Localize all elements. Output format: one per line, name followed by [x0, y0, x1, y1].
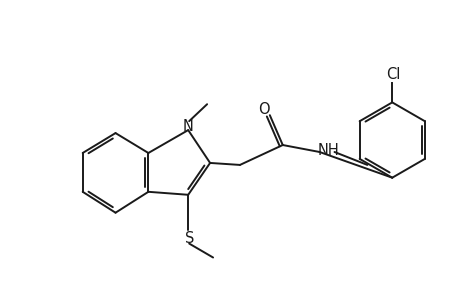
Text: O: O — [257, 102, 269, 117]
Text: Cl: Cl — [385, 67, 399, 82]
Text: N: N — [182, 119, 193, 134]
Text: S: S — [184, 231, 193, 246]
Text: NH: NH — [317, 143, 339, 158]
